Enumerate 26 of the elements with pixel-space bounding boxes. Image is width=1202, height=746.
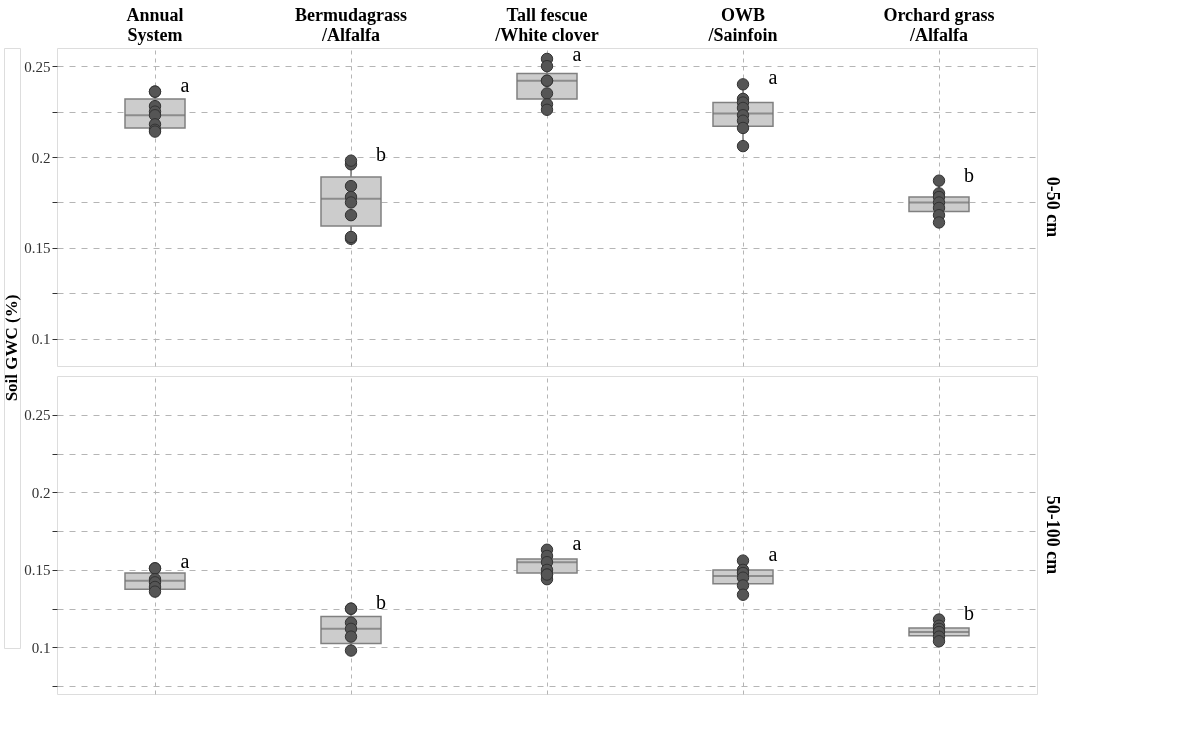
y-tick-label: 0.15 [24, 562, 51, 579]
x-tick-label: Tall fescue /White clover [494, 4, 599, 45]
x-tick-label: Bermudagrass /Alfalfa [295, 4, 407, 45]
y-tick-label: 0.25 [24, 58, 51, 75]
x-tick-label: Annual System [126, 4, 184, 45]
annotation: b [964, 601, 974, 624]
text: 0-50 cm [1043, 176, 1063, 238]
y-tick-label: 0.25 [24, 407, 51, 424]
x-tick-label: OWB /Sainfoin [707, 4, 778, 45]
y-axis-title: Soil GWC (%) [2, 294, 21, 402]
y-tick-label: 0.1 [31, 639, 51, 656]
y-tick-label: 0.15 [24, 240, 51, 257]
text: 50-100 cm [1043, 495, 1063, 575]
annotation: b [376, 590, 386, 613]
annotation: a [572, 42, 582, 65]
y-tick-label: 0.1 [31, 331, 51, 348]
annotation: a [768, 66, 778, 89]
annotation: b [964, 164, 974, 187]
annotation: a [768, 542, 778, 565]
y-tick-label: 0.2 [31, 484, 51, 501]
annotation: b [376, 142, 386, 165]
y-tick-label: 0.2 [31, 149, 51, 166]
annotation: a [180, 73, 190, 96]
annotation: a [572, 531, 582, 554]
annotation: a [180, 549, 190, 572]
x-tick-label: Orchard grass /Alfalfa [883, 4, 995, 45]
